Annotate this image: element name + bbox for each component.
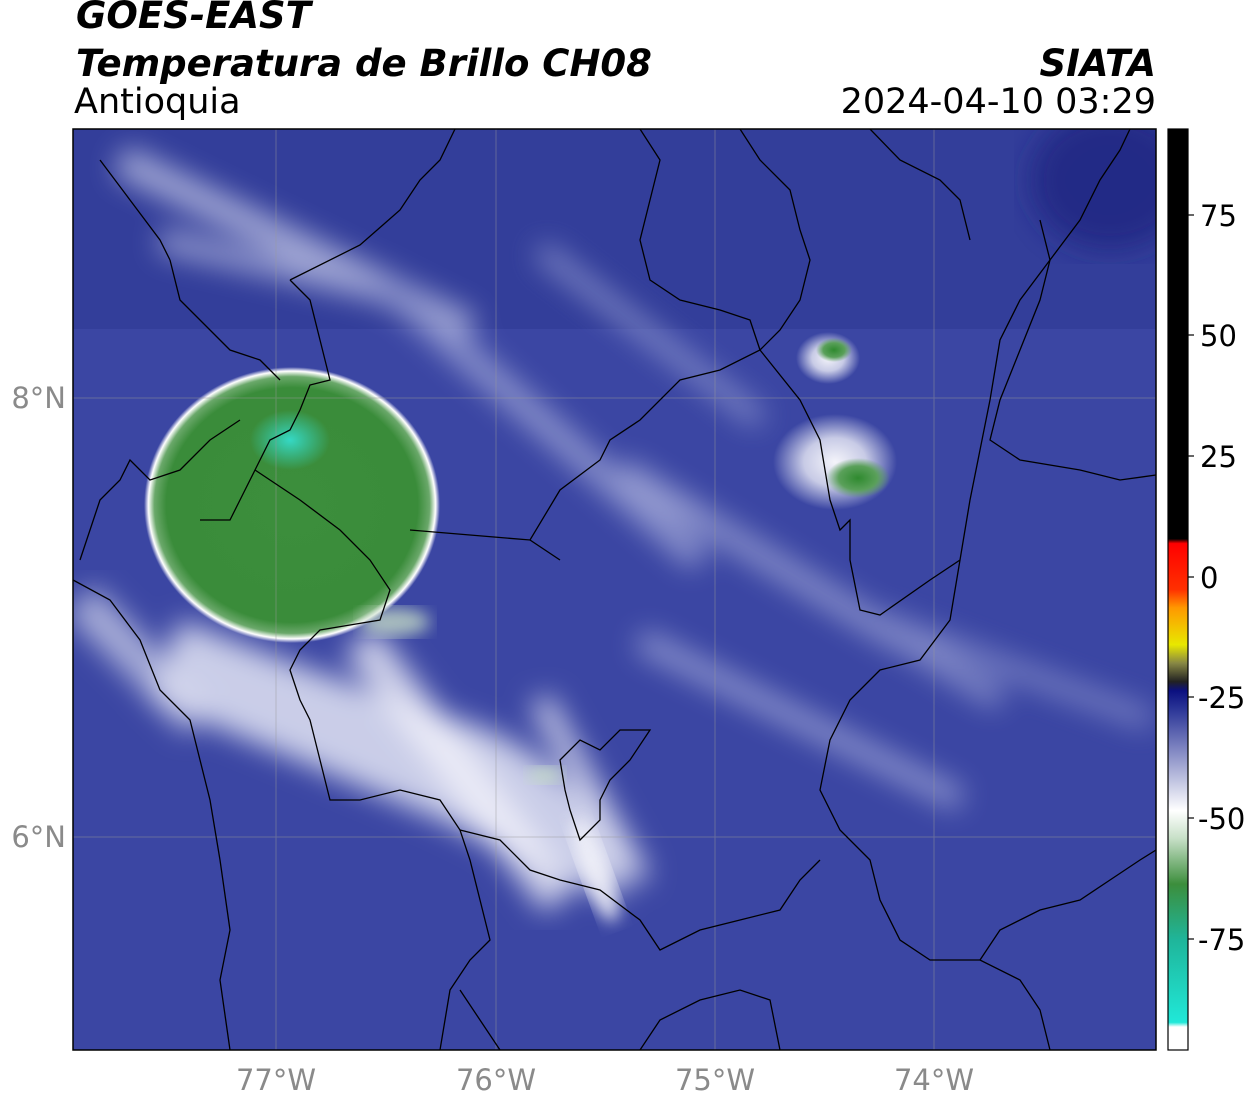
lon-tick-label: 74°W (894, 1063, 974, 1097)
satellite-title: GOES-EAST (76, 0, 311, 37)
map-frame (72, 128, 1157, 1051)
secondary-cell-green (826, 458, 890, 498)
region-label: Antioquia (74, 82, 241, 122)
white-streak (572, 818, 618, 922)
colorbar-label: 0 (1200, 561, 1218, 595)
tiny-cell (527, 767, 563, 783)
lat-ticks: 8°N 6°N (11, 381, 66, 854)
colorbar-frame (1167, 128, 1189, 1051)
northeast-cold-patch (1030, 129, 1156, 250)
lat-tick-label: 6°N (11, 820, 66, 854)
colorbar-label: -75 (1198, 923, 1245, 957)
boundaries (73, 129, 1156, 1050)
colorbar-ticks (1188, 214, 1194, 940)
colorbar-label: -50 (1198, 802, 1245, 836)
colorbar-label: 25 (1200, 440, 1237, 474)
lon-tick-label: 75°W (675, 1063, 755, 1097)
product-title: Temperatura de Brillo CH08 (76, 42, 652, 85)
small-cell-green (816, 338, 852, 362)
map-field (73, 129, 1156, 1050)
colorbar-label: -25 (1198, 681, 1245, 715)
organization-label: SIATA (1039, 42, 1156, 85)
colorbar-label: 75 (1200, 199, 1237, 233)
lat-tick-label: 8°N (11, 381, 66, 415)
coldest-core (250, 410, 330, 470)
colorbar-label: 50 (1200, 319, 1237, 353)
colorbar-labels: 75 50 25 0 -25 -50 -75 (1198, 199, 1245, 957)
anvil-outflow (73, 585, 650, 913)
cirrus-streaks (113, 146, 1154, 810)
gridlines (73, 129, 1156, 1050)
cloud-top-edge (360, 608, 430, 636)
lon-tick-label: 76°W (456, 1063, 536, 1097)
datetime-label: 2024-04-10 03:29 (840, 82, 1156, 122)
colorbar (1168, 129, 1188, 1050)
secondary-cell-white (773, 414, 897, 510)
lon-tick-label: 77°W (236, 1063, 316, 1097)
lon-ticks: 77°W 76°W 75°W 74°W (236, 1063, 974, 1097)
convective-cloud-top (144, 367, 440, 643)
